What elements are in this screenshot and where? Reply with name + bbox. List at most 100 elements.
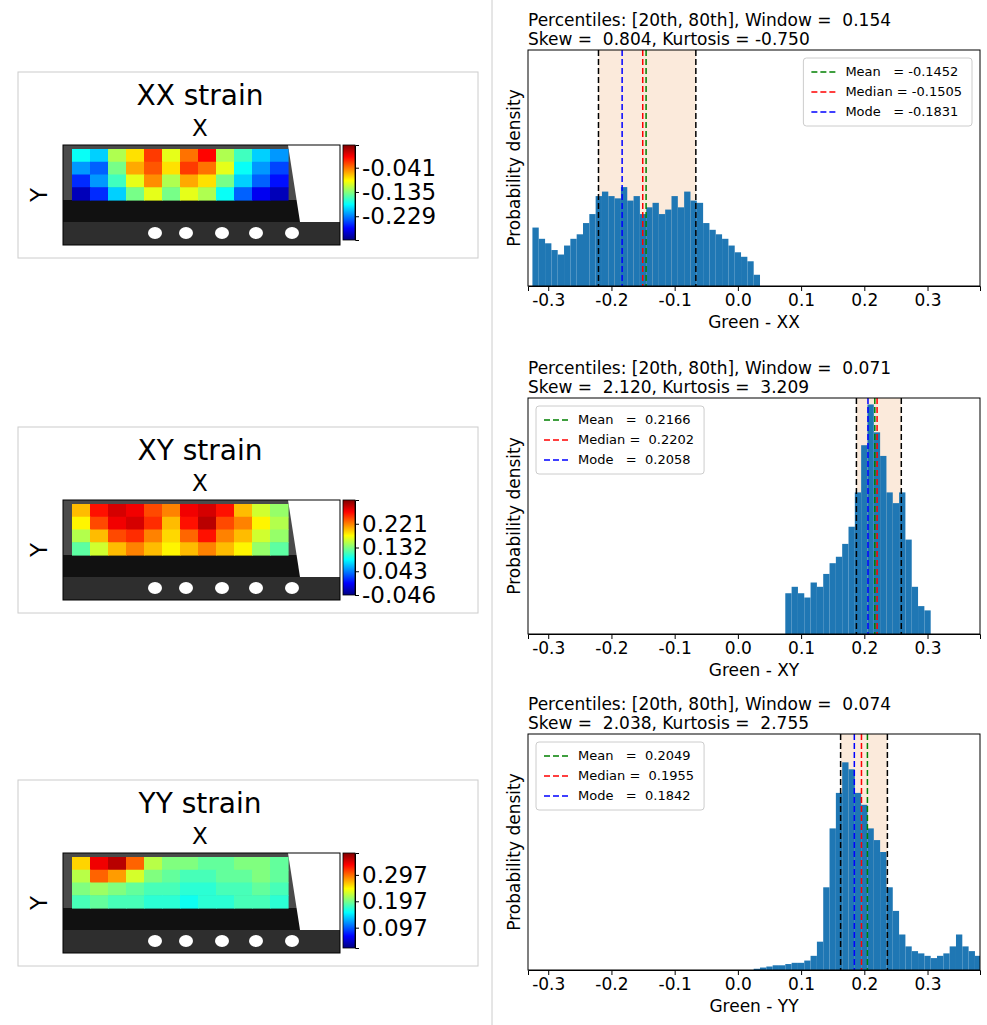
histogram-bar: [886, 492, 892, 634]
image-dot: [215, 935, 229, 947]
heatmap-cell: [126, 895, 145, 908]
x-tick-label: 0.3: [915, 974, 942, 994]
percentile-band: [841, 734, 888, 970]
image-dot: [285, 227, 299, 239]
heatmap-cell: [126, 857, 145, 870]
heatmap-cell: [252, 883, 271, 896]
histogram-panel: Percentiles: [20th, 80th], Window = 0.15…: [504, 10, 981, 332]
histogram-bar: [785, 964, 791, 970]
heatmap-cell: [144, 870, 163, 883]
heatmap-cell: [270, 175, 289, 188]
colorbar-frame: [343, 500, 355, 595]
histogram-bar: [659, 214, 665, 286]
plot-area: [785, 398, 930, 634]
colorbar-frame: [343, 145, 355, 240]
image-background: [63, 500, 340, 600]
heatmap-cell: [216, 187, 235, 200]
image-dot: [179, 582, 193, 594]
heatmap-cell: [126, 530, 145, 543]
heatmap-cell: [126, 187, 145, 200]
panel-frame: [18, 427, 478, 613]
histogram-bar: [735, 252, 741, 286]
heatmap-cell: [162, 895, 181, 908]
histogram-bar: [861, 445, 867, 634]
histogram-bar: [899, 934, 905, 970]
heatmap-cell: [108, 517, 127, 530]
x-tick: 0.1: [788, 970, 815, 994]
colorbar-axis: -0.041-0.135-0.229: [355, 146, 436, 241]
histogram-bar: [747, 261, 753, 286]
histogram-bar: [905, 540, 911, 634]
heatmap-cell: [270, 542, 289, 555]
x-tick-label: -0.3: [532, 638, 565, 658]
histogram-bar: [539, 239, 545, 286]
heatmap-cell: [90, 883, 109, 896]
heatmap-cell: [234, 162, 253, 175]
colorbar: [343, 500, 355, 595]
image-white-region: [288, 500, 340, 577]
heatmap-cell: [90, 162, 109, 175]
heatmap-cell: [252, 857, 271, 870]
histogram-bar: [823, 574, 829, 634]
histogram-bar: [912, 587, 918, 634]
heatmap-cell: [234, 504, 253, 517]
x-tick-label: 0.0: [725, 974, 752, 994]
x-tick: 0.0: [725, 286, 752, 310]
panel-title: XY strain: [138, 434, 263, 467]
heatmap-cell: [144, 149, 163, 162]
histogram-bar: [836, 557, 842, 634]
x-tick-label: -0.1: [659, 974, 692, 994]
image-dot: [285, 935, 299, 947]
histogram-bar: [880, 456, 886, 634]
legend-swatch: [544, 755, 570, 757]
colorbar-tick: 0.043: [355, 558, 428, 584]
histogram-bar: [893, 503, 899, 634]
heatmap-cell: [72, 517, 91, 530]
heatmap-cell: [198, 187, 217, 200]
percentile-line: [901, 398, 903, 634]
histogram-bar: [608, 196, 614, 286]
histogram-bar: [912, 951, 918, 970]
histogram-bar: [792, 963, 798, 970]
heatmap-cell: [234, 149, 253, 162]
heatmap-cell: [216, 149, 235, 162]
histogram-bar: [570, 239, 576, 286]
heatmap-cell: [126, 504, 145, 517]
histogram-bar: [684, 192, 690, 286]
heatmap-cell: [126, 517, 145, 530]
heatmap-cell: [144, 517, 163, 530]
heatmap-cell: [198, 530, 217, 543]
heatmap-cell: [270, 857, 289, 870]
image-dot: [179, 227, 193, 239]
image-dot: [148, 935, 162, 947]
histogram-bar: [773, 965, 779, 970]
image-border: [63, 145, 340, 245]
legend: Mean = 0.2166Median = 0.2202Mode = 0.205…: [536, 406, 704, 474]
statistic-line: [867, 734, 869, 970]
histogram-bar: [817, 587, 823, 634]
histogram-bar: [728, 246, 734, 286]
histogram-bar: [943, 953, 949, 970]
x-tick: 0.1: [788, 286, 815, 310]
colorbar-tick-label: -0.046: [362, 582, 436, 608]
heatmap-cell: [270, 187, 289, 200]
colorbar-tick: -0.229: [355, 203, 436, 229]
histogram-bar: [804, 961, 810, 970]
heatmap-cell: [162, 517, 181, 530]
heatmap-cell: [108, 883, 127, 896]
statistic-line: [854, 734, 856, 970]
heatmap-cell: [72, 149, 91, 162]
heatmap-cell: [252, 187, 271, 200]
heatmap-cell: [234, 883, 253, 896]
x-tick-label: -0.2: [595, 290, 628, 310]
heatmap-cell: [126, 149, 145, 162]
histogram-bar: [779, 965, 785, 970]
heatmap-cell: [198, 542, 217, 555]
histogram-bar: [830, 828, 836, 970]
heatmap-cell: [198, 504, 217, 517]
x-axis: -0.3-0.2-0.10.00.10.20.3: [529, 286, 981, 310]
histogram-bar: [893, 911, 899, 970]
heatmap-cell: [198, 870, 217, 883]
histogram-bar: [798, 593, 804, 634]
heatmap-cell: [108, 542, 127, 555]
